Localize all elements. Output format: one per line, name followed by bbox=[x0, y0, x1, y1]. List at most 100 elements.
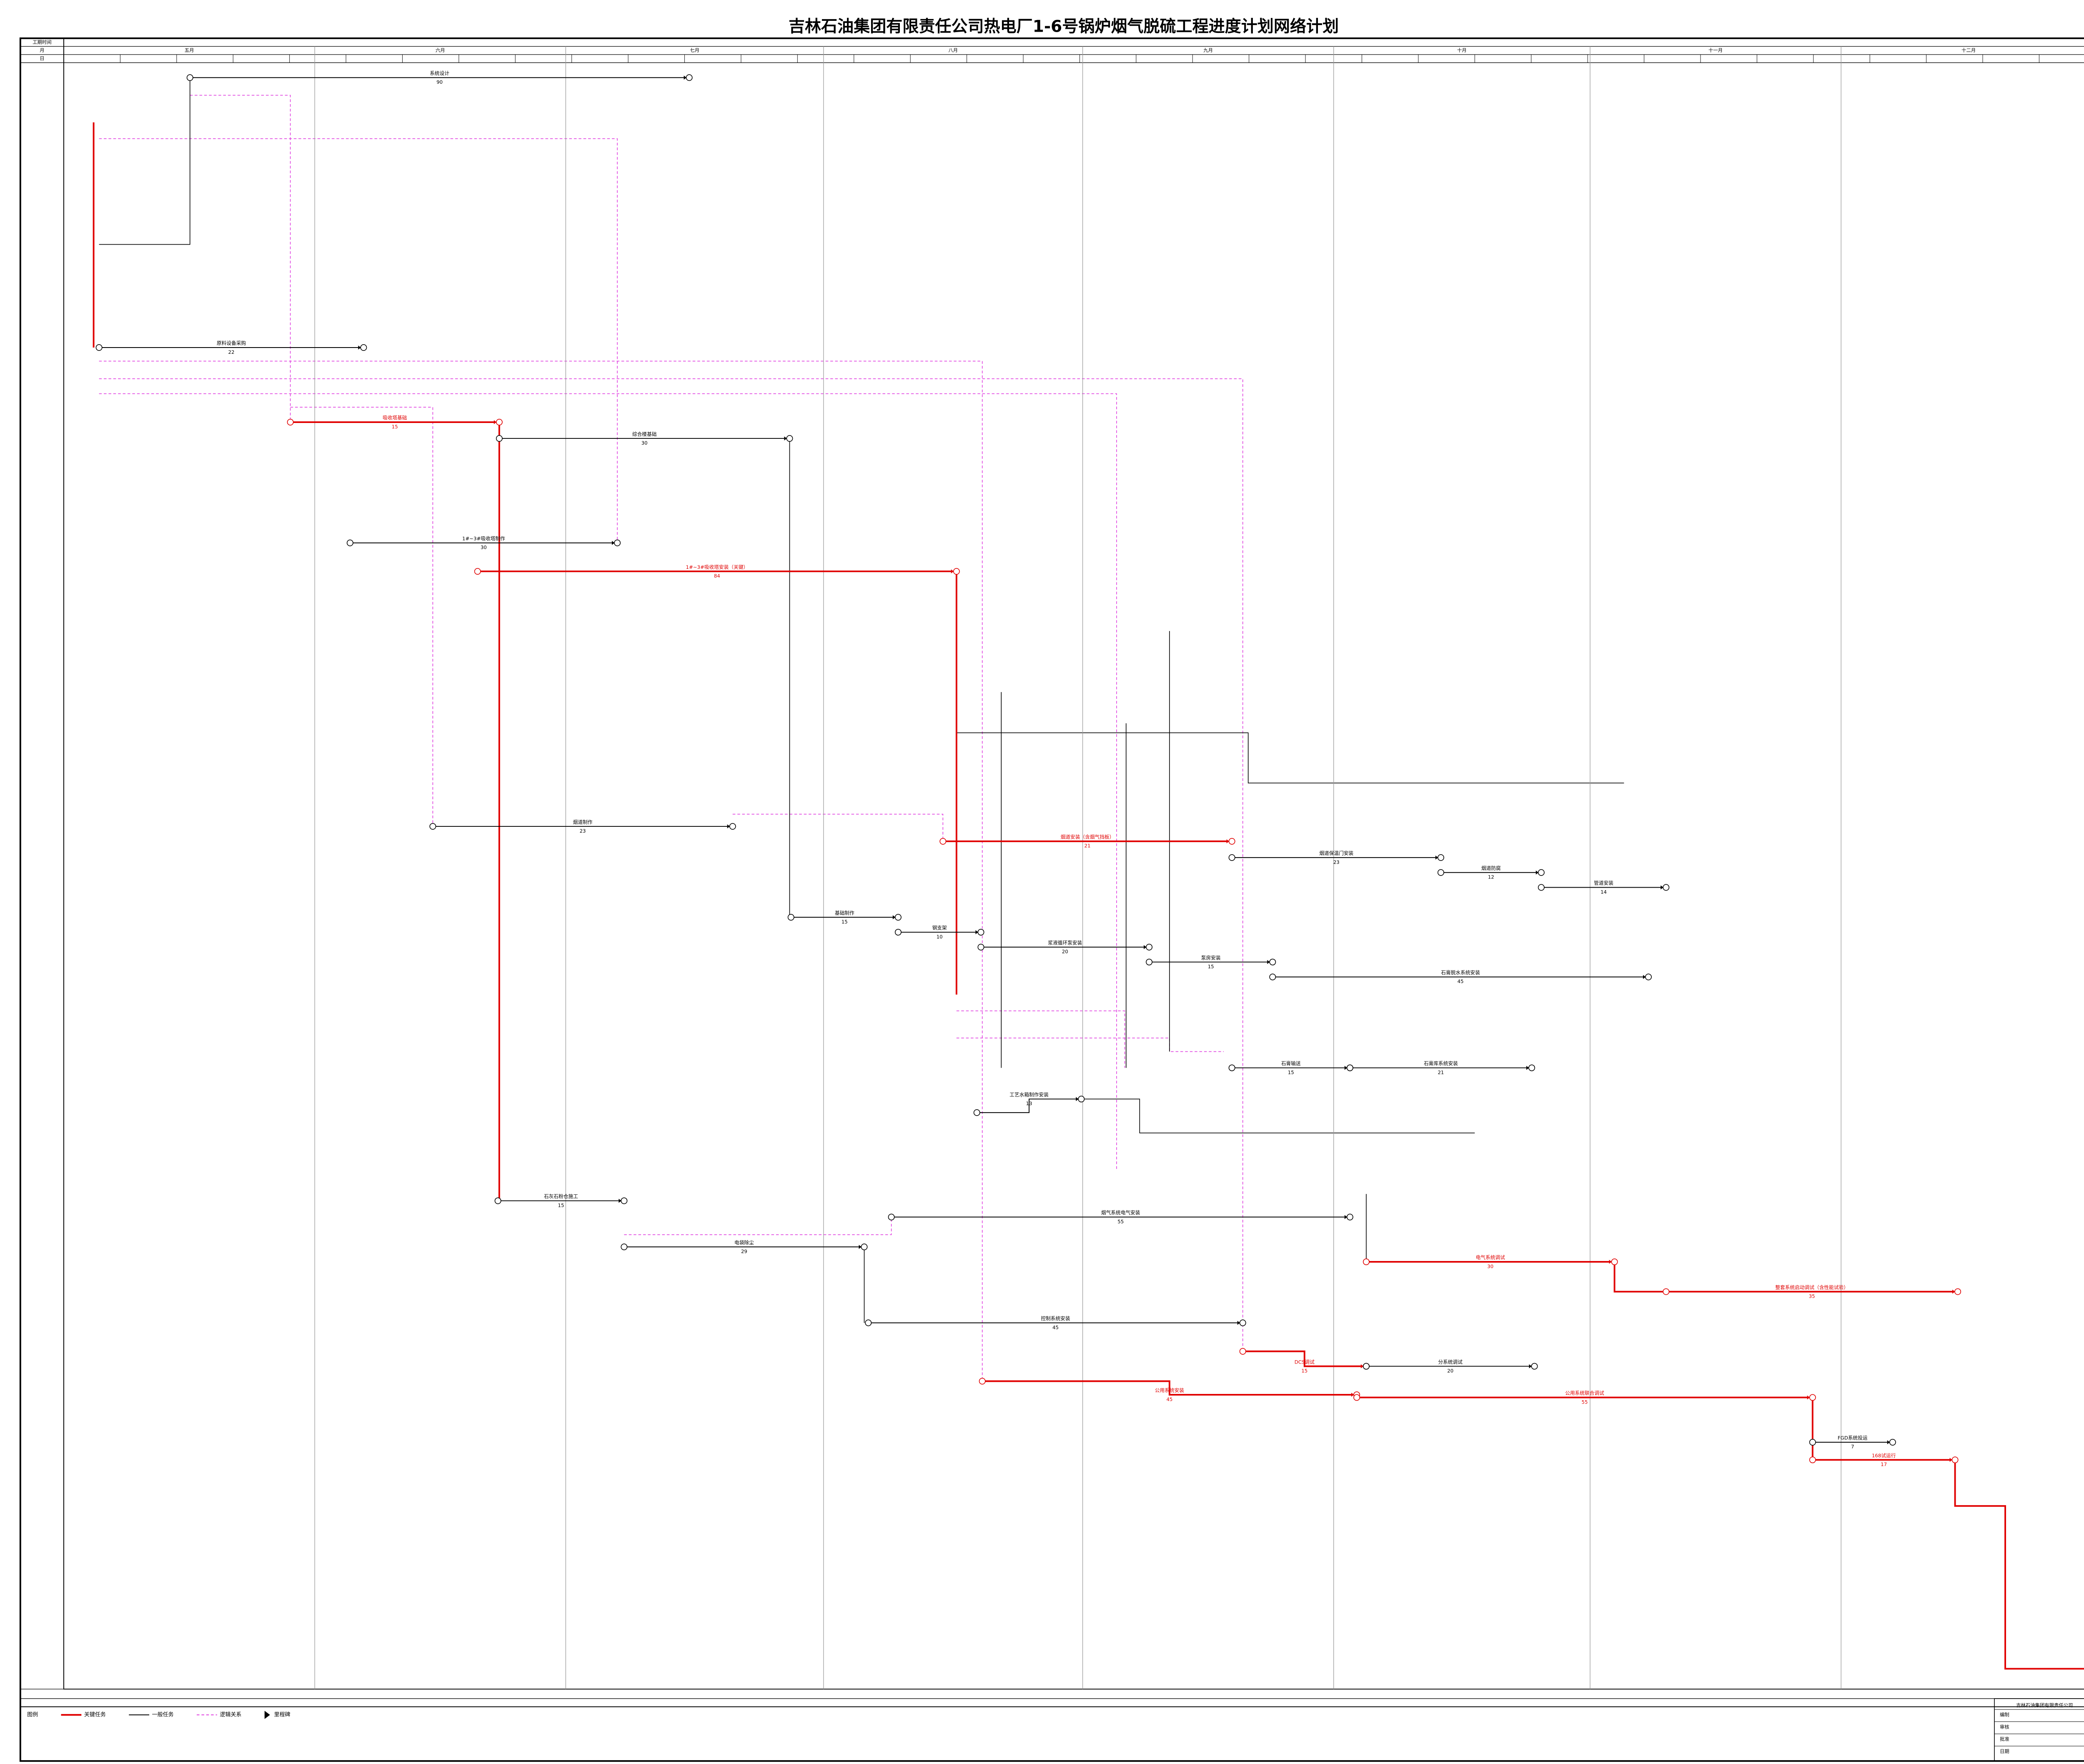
node bbox=[1346, 1214, 1353, 1221]
node bbox=[1538, 884, 1545, 891]
task-duration: 45 bbox=[1052, 1324, 1059, 1330]
arrow-head bbox=[1435, 856, 1438, 860]
node bbox=[1437, 854, 1444, 861]
legend-item: 一般任务 bbox=[152, 1711, 174, 1718]
node bbox=[360, 344, 367, 351]
dummy-link bbox=[99, 393, 1117, 1170]
task-name: 烟道安装（含烟气挡板） bbox=[1061, 834, 1115, 840]
node bbox=[346, 539, 353, 546]
node bbox=[1228, 854, 1235, 861]
month-label: 九月 bbox=[1203, 48, 1213, 53]
task-name: 泵房安装 bbox=[1201, 955, 1221, 961]
node bbox=[1538, 869, 1545, 876]
arrow-head bbox=[859, 1245, 862, 1249]
node bbox=[1078, 1096, 1085, 1103]
row-label: 工期时间 bbox=[33, 39, 51, 45]
task-duration: 14 bbox=[1601, 889, 1607, 895]
task-name: 控制系统安装 bbox=[1041, 1316, 1070, 1321]
task-name: 管道安装 bbox=[1594, 880, 1613, 886]
task: 168试运行 17 bbox=[1809, 1453, 1959, 1467]
dummy-link bbox=[99, 360, 983, 1381]
task-arrow bbox=[977, 1098, 1077, 1113]
task-name: 石膏输送 bbox=[1281, 1061, 1301, 1066]
arrow-head bbox=[358, 345, 361, 350]
task-duration: 20 bbox=[1062, 949, 1068, 955]
task-duration: 15 bbox=[1288, 1069, 1294, 1075]
arrow-head bbox=[1344, 1066, 1348, 1070]
title-block bbox=[1994, 1698, 2084, 1761]
task-name: 公用系统联合调试 bbox=[1565, 1390, 1604, 1396]
dummy-link bbox=[190, 95, 291, 423]
task-name: 工艺水箱制作安装 bbox=[1009, 1092, 1049, 1098]
arrow-head bbox=[1526, 1066, 1529, 1070]
task-duration: 15 bbox=[1208, 963, 1214, 969]
task: 控制系统安装 45 bbox=[865, 1316, 1246, 1330]
task-name: 烟气系统电气安装 bbox=[1101, 1210, 1140, 1216]
dummy-link bbox=[290, 407, 433, 827]
task-duration: 22 bbox=[228, 349, 235, 355]
task: 烟道制作 23 bbox=[429, 819, 736, 834]
node bbox=[614, 539, 621, 546]
task: 分系统调试 20 bbox=[1363, 1359, 1538, 1374]
node bbox=[973, 1109, 980, 1116]
month-label: 六月 bbox=[436, 48, 445, 53]
month-label: 十二月 bbox=[1961, 48, 1976, 53]
task-duration: 55 bbox=[1582, 1399, 1588, 1405]
task-name: 1#~3#吸收塔制作 bbox=[462, 535, 505, 541]
node bbox=[977, 943, 984, 951]
arrow-head bbox=[1267, 960, 1270, 964]
task: 电气系统调试 30 bbox=[1363, 1255, 1618, 1269]
task: 烟道防腐 12 bbox=[1437, 865, 1545, 880]
node bbox=[287, 419, 294, 425]
task-name: 浆液循环泵安装 bbox=[1048, 940, 1082, 946]
arrow-head bbox=[1949, 1458, 1953, 1462]
task-duration: 90 bbox=[436, 79, 443, 85]
node bbox=[1954, 1288, 1961, 1295]
task-name: 烟道制作 bbox=[573, 819, 593, 825]
critical-connector bbox=[1613, 1261, 1666, 1293]
node bbox=[496, 435, 503, 442]
task-name: 整套系统启动调试（含性能试验） bbox=[1775, 1284, 1849, 1290]
month-label: 五月 bbox=[185, 48, 194, 53]
node bbox=[1228, 1064, 1235, 1071]
task: FGD系统投运 7 bbox=[1809, 1435, 1896, 1450]
task-duration: 20 bbox=[1447, 1368, 1453, 1374]
task: 泵房安装 15 bbox=[1146, 955, 1276, 969]
task: 整套系统启动调试（含性能试验） 35 bbox=[1663, 1284, 1961, 1299]
task: 石膏脱水系统安装 45 bbox=[1269, 970, 1652, 984]
arrow-head bbox=[892, 915, 896, 920]
task-duration: 15 bbox=[842, 919, 848, 925]
task-duration: 23 bbox=[580, 828, 586, 834]
task-duration: 13 bbox=[1026, 1101, 1032, 1106]
task-name: 电袋除尘 bbox=[734, 1240, 754, 1246]
task-name: 石膏脱水系统安装 bbox=[1441, 970, 1480, 976]
node bbox=[787, 914, 794, 921]
node bbox=[1239, 1348, 1246, 1355]
task: 吸收塔基础 15 bbox=[287, 415, 503, 430]
dummy-link bbox=[99, 138, 618, 543]
connector bbox=[956, 732, 1624, 783]
task: 1#~3#吸收塔制作 30 bbox=[346, 535, 621, 550]
task-name: 综合楼基础 bbox=[632, 431, 657, 437]
arrow-head bbox=[493, 420, 497, 424]
legend: 图例 关键任务 一般任务 逻辑关系 里程碑 bbox=[27, 1711, 291, 1719]
logic-links bbox=[99, 95, 1243, 1381]
legend-swatch bbox=[264, 1711, 270, 1719]
task: 浆液循环泵安装 20 bbox=[977, 940, 1153, 955]
title-block-label: 编制 bbox=[2000, 1712, 2009, 1718]
task-duration: 21 bbox=[1085, 843, 1091, 849]
task-duration: 12 bbox=[1488, 874, 1494, 880]
task-duration: 23 bbox=[1333, 859, 1340, 865]
node bbox=[1239, 1319, 1246, 1326]
node bbox=[621, 1244, 628, 1251]
task: 钢支架 10 bbox=[894, 925, 984, 940]
company-name: 吉林石油集团有限责任公司 bbox=[2016, 1702, 2073, 1708]
legend-label: 图例 bbox=[27, 1712, 38, 1718]
node bbox=[1269, 973, 1276, 981]
dummy-link bbox=[624, 1217, 892, 1235]
task-duration: 84 bbox=[714, 573, 720, 579]
task: 电袋除尘 29 bbox=[621, 1240, 868, 1254]
